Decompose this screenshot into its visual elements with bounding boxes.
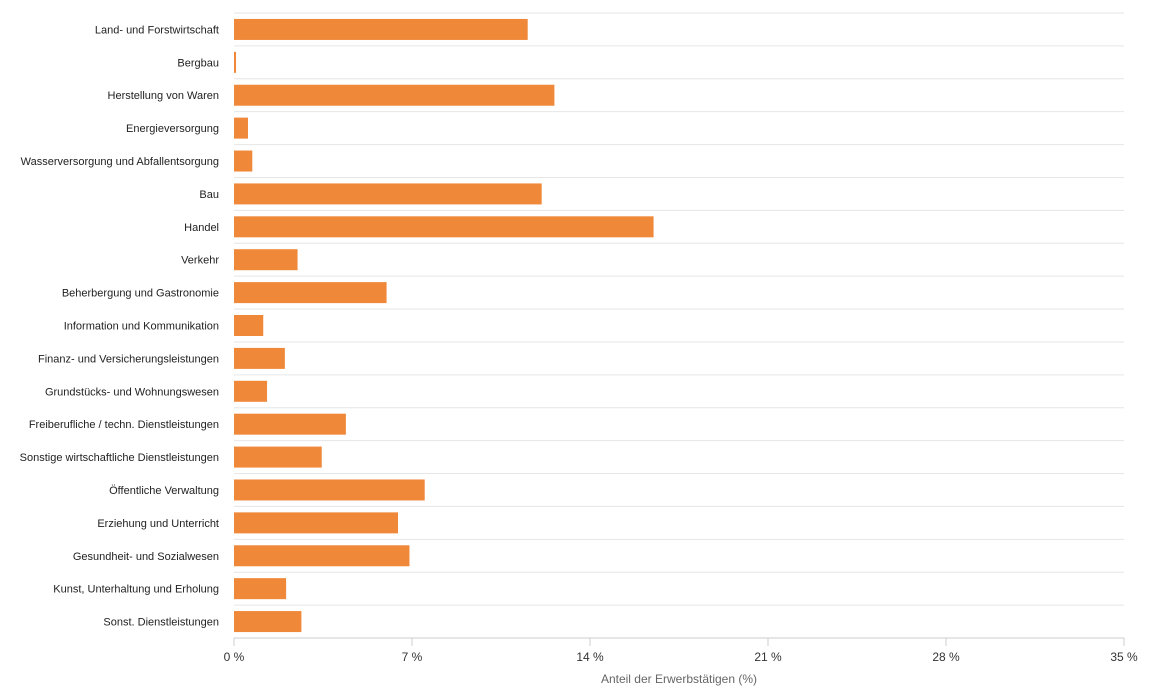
x-axis-title: Anteil der Erwerbstätigen (%) [601, 672, 757, 686]
bars [234, 18, 654, 633]
bar[interactable] [234, 216, 654, 238]
bar[interactable] [234, 51, 237, 73]
bar[interactable] [234, 578, 287, 600]
bar[interactable] [234, 479, 425, 501]
category-label: Grundstücks- und Wohnungswesen [45, 386, 219, 398]
category-label: Beherbergung und Gastronomie [62, 288, 219, 300]
bar[interactable] [234, 315, 264, 336]
category-label: Wasserversorgung und Abfallentsorgung [21, 156, 219, 168]
bar[interactable] [234, 347, 285, 369]
category-label: Bau [199, 189, 219, 201]
tick-label: 35 % [1110, 650, 1138, 664]
bar[interactable] [234, 512, 399, 534]
category-label: Herstellung von Waren [108, 90, 219, 102]
gridlines [234, 12, 1124, 639]
category-label: Gesundheit- und Sozialwesen [73, 551, 219, 563]
x-axis-ticks: 0 % 7 % 14 % 21 % 28 % 35 % [224, 638, 1138, 664]
bar[interactable] [234, 117, 248, 139]
category-label: Kunst, Unterhaltung und Erholung [53, 584, 219, 596]
category-label: Energieversorgung [126, 123, 219, 135]
category-label: Sonst. Dienstleistungen [103, 617, 219, 629]
bar[interactable] [234, 413, 346, 435]
category-label: Erziehung und Unterricht [97, 518, 219, 530]
tick-label: 28 % [932, 650, 960, 664]
bar[interactable] [234, 545, 410, 567]
bar[interactable] [234, 282, 387, 304]
category-label: Finanz- und Versicherungsleistungen [38, 353, 219, 365]
tick-label: 0 % [224, 650, 245, 664]
tick-label: 14 % [576, 650, 604, 664]
tick-label: 7 % [402, 650, 423, 664]
bar[interactable] [234, 249, 298, 271]
category-label: Land- und Forstwirtschaft [95, 24, 219, 36]
category-label: Bergbau [177, 57, 219, 69]
category-label: Freiberufliche / techn. Dienstleistungen [29, 419, 219, 431]
category-label: Handel [184, 222, 219, 234]
bar[interactable] [234, 18, 528, 40]
bar[interactable] [234, 380, 268, 402]
category-label: Sonstige wirtschaftliche Dienstleistunge… [20, 452, 219, 464]
category-label: Öffentliche Verwaltung [109, 485, 219, 497]
bar[interactable] [234, 183, 542, 205]
category-label: Information und Kommunikation [64, 321, 219, 333]
bar[interactable] [234, 84, 555, 106]
category-labels: Land- und Forstwirtschaft Bergbau Herstell… [20, 24, 220, 628]
bar[interactable] [234, 611, 302, 633]
tick-label: 21 % [754, 650, 782, 664]
bar[interactable] [234, 446, 322, 468]
category-label: Verkehr [181, 255, 219, 267]
bar[interactable] [234, 150, 253, 172]
